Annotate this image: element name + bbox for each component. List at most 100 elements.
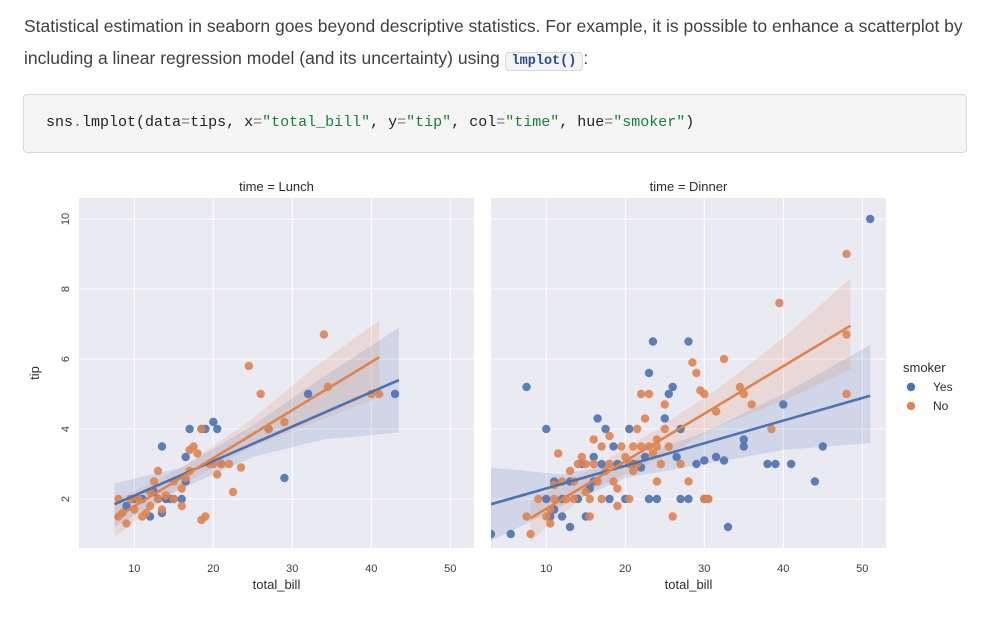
data-point-yes [771,459,780,469]
data-point-no [149,477,159,486]
data-point-no [644,389,654,399]
data-point-no [141,508,151,518]
y-tick-label: 6 [60,356,72,362]
data-point-yes [739,442,748,451]
data-point-yes [652,494,662,504]
data-point-no [613,484,622,493]
data-point-no [711,407,721,416]
y-tick-label: 8 [60,286,72,292]
plot-area [491,214,875,541]
code-token: "time" [505,114,560,131]
x-tick-label: 20 [207,563,219,575]
data-point-no [656,459,666,469]
code-token: "total_bill" [262,114,371,131]
plot-area [113,320,400,538]
data-point-no [145,501,155,511]
data-point-yes [390,389,400,399]
regression-line-no [529,324,852,520]
data-point-yes [209,417,218,427]
data-point-yes [787,459,796,469]
facet-panel: 10 20 30 40 50 2 4 6 8 10 tip time = Lunch total_bil… [27,179,474,592]
data-point-no [629,442,638,451]
data-point-yes [818,442,827,451]
x-tick-label: 40 [365,563,377,575]
data-point-no [664,442,673,451]
code-token: sns [46,114,74,131]
data-point-yes [763,459,772,469]
legend: smoker Yes No [903,360,953,413]
data-point-no [775,298,784,308]
confidence-band-no [530,278,851,541]
x-tick-label: 40 [777,563,789,575]
data-point-no [569,494,579,504]
regression-line-no [113,356,380,520]
data-point-yes [593,414,602,423]
intro-text-1: Statistical estimation in seaborn goes b… [24,16,963,68]
y-tick-label: 2 [60,496,72,502]
data-point-no [585,494,594,504]
panel-title: time = Dinner [650,179,728,194]
code-token: tips, x [190,114,254,131]
data-point-no [625,494,634,504]
panel-title: time = Lunch [239,179,314,194]
data-point-no [256,389,265,399]
legend-marker-yes [906,382,916,392]
data-point-no [581,487,590,497]
data-point-no [189,442,198,451]
data-point-no [553,449,563,458]
data-point-no [565,466,575,476]
data-point-no [629,466,638,476]
data-point-yes [684,337,693,346]
data-point-no [585,512,594,521]
data-point-no [692,368,701,378]
data-point-yes [672,452,681,462]
legend-label-yes: Yes [933,380,953,394]
code-token: = [181,114,191,131]
data-point-yes [739,435,748,444]
data-point-yes [723,522,733,532]
data-point-yes [668,382,677,392]
x-tick-label: 50 [856,563,868,575]
data-point-yes [522,382,531,392]
data-point-no [597,442,606,451]
data-point-yes [684,494,693,504]
data-point-no [652,477,662,486]
data-point-yes [866,214,875,224]
data-point-yes [605,494,614,504]
data-point-no [747,400,756,409]
code-block: sns.lmplot(data=tips, x="total_bill", y=… [23,94,967,153]
data-point-yes [664,389,673,399]
code-token: , y [370,114,398,131]
data-point-no [719,354,729,364]
data-point-yes [565,522,575,532]
inline-code-lmplot: lmplot() [504,52,584,71]
data-point-no [375,389,384,399]
data-point-no [550,494,559,504]
legend-title: smoker [903,360,946,375]
x-axis-label: total_bill [665,577,713,592]
data-point-no [700,389,709,399]
legend-marker-no [906,401,916,411]
x-tick-label: 10 [540,563,552,575]
data-point-no [280,417,289,427]
data-point-yes [280,473,289,483]
data-point-yes [303,389,313,399]
data-point-no [534,494,543,504]
data-point-yes [597,459,606,469]
y-axis-label: tip [27,366,42,380]
data-point-no [676,459,685,469]
data-point-yes [542,494,551,504]
data-point-no [688,358,697,367]
data-point-yes [213,424,222,434]
data-point-yes [648,337,658,346]
data-point-no [735,382,745,392]
x-tick-label: 10 [128,563,140,575]
code-token: = [397,114,407,131]
x-tick-label: 20 [619,563,631,575]
code-token: = [253,114,263,131]
data-point-yes [542,424,551,434]
data-point-yes [589,452,598,462]
data-point-yes [625,424,634,434]
intro-text-2: : [583,48,589,68]
